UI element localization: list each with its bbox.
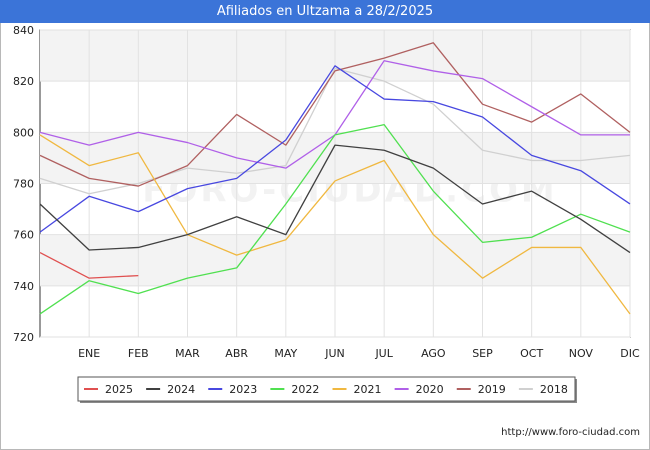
legend-label-2023: 2023 bbox=[229, 383, 257, 396]
x-tick-label: SEP bbox=[472, 347, 493, 360]
x-tick-label: OCT bbox=[520, 347, 543, 360]
y-tick-label: 820 bbox=[13, 75, 34, 88]
x-tick-label: NOV bbox=[569, 347, 594, 360]
x-tick-label: MAY bbox=[274, 347, 297, 360]
legend-label-2022: 2022 bbox=[291, 383, 319, 396]
legend: 2025 2024 2023 2022 2021 2020 2019 2018 bbox=[77, 376, 577, 403]
series-line-2023 bbox=[39, 65, 631, 233]
legend-label-2021: 2021 bbox=[354, 383, 382, 396]
y-tick-label: 780 bbox=[13, 178, 34, 191]
y-tick-label: 760 bbox=[13, 229, 34, 242]
footer-url[interactable]: http://www.foro-ciudad.com bbox=[501, 427, 640, 438]
legend-label-2024: 2024 bbox=[167, 383, 195, 396]
y-tick-label: 840 bbox=[13, 24, 34, 37]
legend-label-2020: 2020 bbox=[416, 383, 444, 396]
x-tick-label: AGO bbox=[421, 347, 446, 360]
chart-title: Afiliados en Ultzama a 28/2/2025 bbox=[0, 0, 650, 23]
legend-label-2019: 2019 bbox=[478, 383, 506, 396]
x-tick-label: MAR bbox=[175, 347, 200, 360]
series-line-2021 bbox=[39, 134, 631, 315]
x-tick-label: ABR bbox=[225, 347, 248, 360]
legend-label-2025: 2025 bbox=[105, 383, 133, 396]
y-tick-label: 740 bbox=[13, 280, 34, 293]
legend-label-2018: 2018 bbox=[540, 383, 568, 396]
y-tick-label: 800 bbox=[13, 126, 34, 139]
series-lines bbox=[39, 42, 631, 315]
x-tick-label: FEB bbox=[128, 347, 149, 360]
legend-box bbox=[77, 376, 576, 402]
x-tick-label: JUL bbox=[374, 347, 393, 360]
x-axis-labels: ENE FEB MAR ABR MAY JUN JUL AGO SEP OCT NOV DIC bbox=[78, 347, 640, 360]
y-tick-label: 720 bbox=[13, 331, 34, 344]
y-axis-labels: 720 740 760 780 800 820 840 bbox=[13, 24, 34, 344]
series-line-2018 bbox=[39, 67, 631, 195]
series-line-2025 bbox=[39, 251, 139, 279]
x-tick-label: JUN bbox=[324, 347, 345, 360]
series-line-2019 bbox=[39, 42, 631, 187]
series-line-2022 bbox=[39, 124, 631, 315]
x-tick-label: DIC bbox=[620, 347, 640, 360]
series-line-2024 bbox=[39, 144, 631, 254]
x-tick-label: ENE bbox=[78, 347, 100, 360]
